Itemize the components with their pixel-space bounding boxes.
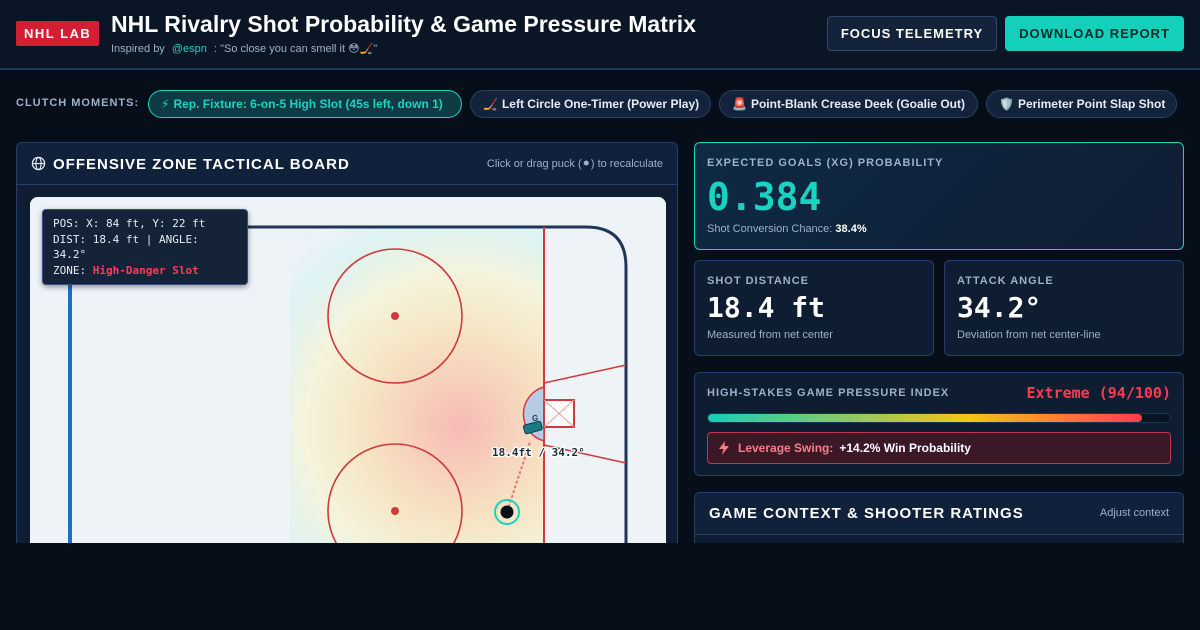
puck[interactable]: [500, 505, 514, 519]
game-context-header: GAME CONTEXT & SHOOTER RATINGS Adjust co…: [695, 493, 1183, 535]
clutch-pill-high-slot[interactable]: ⚡ Rep. Fixture: 6-on-5 High Slot (45s lef…: [148, 90, 462, 118]
hockey-stick-icon: 🏒: [483, 97, 498, 111]
position-readout: POS: X: 84 ft, Y: 22 ft DIST: 18.4 ft | …: [42, 209, 248, 285]
below-fold-area: [0, 543, 1200, 630]
focus-telemetry-button[interactable]: FOCUS TELEMETRY: [827, 16, 997, 51]
pressure-value: Extreme (94/100): [1026, 384, 1172, 402]
nhl-lab-logo: NHL LAB: [16, 21, 100, 46]
puck-halo: [494, 499, 520, 525]
bolt-icon: [719, 441, 729, 455]
attack-angle-card: ATTACK ANGLE 34.2° Deviation from net ce…: [944, 260, 1184, 356]
espn-handle-link[interactable]: @espn: [171, 43, 207, 55]
app-header: NHL LAB NHL Rivalry Shot Probability & G…: [0, 0, 1200, 70]
shot-distance-value: 18.4 ft: [707, 291, 826, 324]
clutch-pill-label: Perimeter Point Slap Shot: [1017, 97, 1166, 111]
shield-icon: 🛡️: [999, 97, 1014, 111]
clutch-pill-label: Rep. Fixture: 6-on-5 High Slot (45s left…: [173, 97, 443, 111]
tactical-board-header: OFFENSIVE ZONE TACTICAL BOARD Click or d…: [17, 143, 677, 185]
clutch-pill-label: Point-Blank Crease Deek (Goalie Out): [750, 97, 966, 111]
net-mesh: [543, 399, 575, 428]
rink-boards: [70, 225, 628, 557]
tactical-board-hint: Click or drag puck (⚫) to recalculate: [486, 158, 663, 170]
xg-value: 0.384: [707, 175, 822, 219]
faceoff-circle-bottom: [327, 443, 463, 557]
faceoff-dot-bottom: [391, 507, 399, 515]
adjust-context-link[interactable]: Adjust context: [1099, 507, 1169, 519]
clutch-pill-label: Left Circle One-Timer (Power Play): [501, 97, 700, 111]
trapezoid-line-bottom: [543, 444, 627, 464]
pressure-label: HIGH-STAKES GAME PRESSURE INDEX: [707, 387, 950, 399]
clutch-pill-point-slap[interactable]: 🛡️ Perimeter Point Slap Shot: [986, 90, 1177, 118]
shot-distance-sub: Measured from net center: [707, 329, 833, 341]
goalie-label: G: [532, 414, 538, 423]
pressure-bar-fill: [708, 414, 1143, 422]
danger-heatmap: [290, 227, 544, 557]
clutch-pill-left-circle[interactable]: 🏒 Left Circle One-Timer (Power Play): [470, 90, 711, 118]
xg-conversion: Shot Conversion Chance: 38.4%: [707, 223, 867, 235]
goalie-marker: [522, 420, 543, 435]
tactical-board-panel: OFFENSIVE ZONE TACTICAL BOARD Click or d…: [16, 142, 678, 562]
clutch-pill-crease-deek[interactable]: 🚨 Point-Blank Crease Deek (Goalie Out): [719, 90, 978, 118]
xg-label: EXPECTED GOALS (XG) PROBABILITY: [707, 157, 944, 169]
attack-angle-sub: Deviation from net center-line: [957, 329, 1101, 341]
attack-angle-value: 34.2°: [957, 291, 1042, 324]
lightning-icon: ⚡: [161, 97, 170, 111]
shot-distance-angle-label: 18.4ft / 34.2°: [492, 446, 585, 459]
clutch-moments-label: CLUTCH MOMENTS:: [16, 97, 140, 109]
siren-icon: 🚨: [732, 97, 747, 111]
readout-distance-angle: DIST: 18.4 ft | ANGLE: 34.2°: [53, 232, 199, 262]
xg-conversion-value: 38.4%: [835, 223, 867, 235]
shot-distance-card: SHOT DISTANCE 18.4 ft Measured from net …: [694, 260, 934, 356]
download-report-button[interactable]: DOWNLOAD REPORT: [1005, 16, 1184, 51]
readout-zone-value: High-Danger Slot: [92, 263, 199, 277]
readout-zone: ZONE: High-Danger Slot: [53, 263, 237, 279]
leverage-label: Leverage Swing:: [738, 441, 834, 455]
faceoff-circle-top: [327, 248, 463, 384]
globe-icon: [31, 156, 46, 171]
readout-position: POS: X: 84 ft, Y: 22 ft: [53, 217, 206, 230]
page-title: NHL Rivalry Shot Probability & Game Pres…: [111, 11, 696, 37]
trapezoid-line-top: [543, 364, 627, 384]
attack-angle-label: ATTACK ANGLE: [957, 275, 1054, 287]
tactical-board-title: OFFENSIVE ZONE TACTICAL BOARD: [53, 156, 350, 173]
xg-conversion-label: Shot Conversion Chance:: [707, 223, 833, 235]
game-context-title: GAME CONTEXT & SHOOTER RATINGS: [709, 505, 1024, 522]
pressure-bar: [707, 413, 1171, 423]
inspired-quote: : "So close you can smell it 😳🏒": [213, 43, 378, 55]
shot-distance-label: SHOT DISTANCE: [707, 275, 810, 287]
page-subtitle: Inspired by @espn : "So close you can sm…: [111, 42, 377, 55]
leverage-value: +14.2% Win Probability: [839, 441, 971, 455]
game-pressure-card: HIGH-STAKES GAME PRESSURE INDEX Extreme …: [694, 372, 1184, 476]
leverage-swing-alert: Leverage Swing: +14.2% Win Probability: [707, 432, 1171, 464]
readout-zone-label: ZONE:: [53, 263, 87, 277]
xg-probability-card: EXPECTED GOALS (XG) PROBABILITY 0.384 Sh…: [694, 142, 1184, 250]
faceoff-dot-top: [391, 312, 399, 320]
inspired-prefix: Inspired by: [111, 43, 165, 55]
